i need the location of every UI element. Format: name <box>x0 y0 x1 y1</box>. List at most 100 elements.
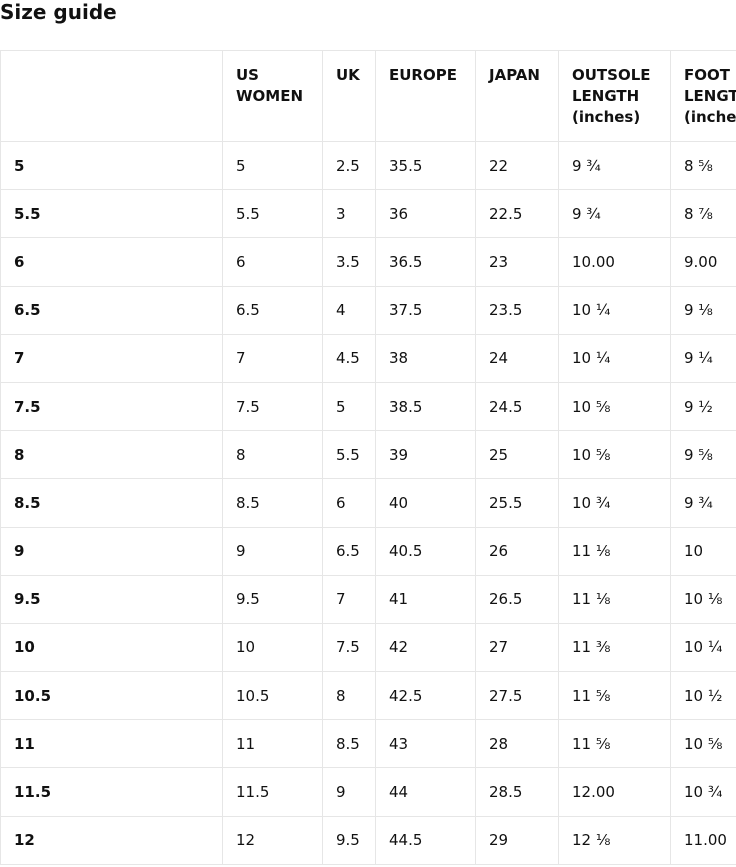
table-cell: 9 ¾ <box>670 478 736 528</box>
table-cell: 41 <box>375 574 476 624</box>
table-cell: 11 ⅝ <box>558 719 671 769</box>
table-cell: 40.5 <box>375 526 476 576</box>
table-cell: 9.5 <box>222 574 323 624</box>
table-cell: 25.5 <box>475 478 559 528</box>
table-cell: 7 <box>222 333 323 383</box>
table-cell: 27 <box>475 622 559 673</box>
table-row: 10 10 7.5 42 27 11 ⅜ 10 ¼ <box>0 622 736 673</box>
table-cell: 28 <box>475 719 559 769</box>
size-table: US WOMEN UK EUROPE JAPAN OUTSOLE LENGTH (inc… <box>0 50 736 865</box>
header-cell: EUROPE <box>375 50 476 142</box>
table-cell: 5 <box>222 140 323 191</box>
table-cell: 42.5 <box>375 671 476 721</box>
table-cell: 22 <box>475 140 559 191</box>
table-cell: 6 <box>222 237 323 287</box>
table-cell: 8 ⅝ <box>670 140 736 191</box>
table-cell: 10 ¼ <box>670 622 736 673</box>
table-cell: 10 ¾ <box>670 767 736 817</box>
table-cell: 12 <box>222 815 323 865</box>
row-label: 12 <box>0 815 223 865</box>
table-cell: 25 <box>475 430 559 480</box>
row-label: 5 <box>0 140 223 191</box>
table-cell: 4 <box>322 285 376 335</box>
row-label: 11 <box>0 719 223 769</box>
table-cell: 36 <box>375 189 476 239</box>
table-cell: 8 <box>222 430 323 480</box>
table-cell: 7 <box>322 574 376 624</box>
table-cell: 9.00 <box>670 237 736 287</box>
table-cell: 10 ¾ <box>558 478 671 528</box>
table-cell: 6 <box>322 478 376 528</box>
table-cell: 8 ⅞ <box>670 189 736 239</box>
row-label: 6.5 <box>0 285 223 335</box>
table-cell: 8 <box>322 671 376 721</box>
table-cell: 6.5 <box>222 285 323 335</box>
header-cell: US WOMEN <box>222 50 323 142</box>
table-cell: 3.5 <box>322 237 376 287</box>
table-cell: 11 ⅛ <box>558 574 671 624</box>
table-cell: 44 <box>375 767 476 817</box>
table-cell: 10 <box>670 526 736 576</box>
table-cell: 10 ¼ <box>558 285 671 335</box>
table-cell: 9 ⅛ <box>670 285 736 335</box>
table-cell: 10 ⅝ <box>670 719 736 769</box>
header-cell: FOOT LENGTH (inches) <box>670 50 736 142</box>
table-cell: 24 <box>475 333 559 383</box>
table-cell: 9 ⅝ <box>670 430 736 480</box>
table-row: 11 11 8.5 43 28 11 ⅝ 10 ⅝ <box>0 719 736 769</box>
table-cell: 7.5 <box>322 622 376 673</box>
table-cell: 11 ⅜ <box>558 622 671 673</box>
table-cell: 3 <box>322 189 376 239</box>
table-cell: 2.5 <box>322 140 376 191</box>
table-row: 6 6 3.5 36.5 23 10.00 9.00 <box>0 237 736 287</box>
table-cell: 12.00 <box>558 767 671 817</box>
row-label: 6 <box>0 237 223 287</box>
table-cell: 44.5 <box>375 815 476 865</box>
table-row: 10.5 10.5 8 42.5 27.5 11 ⅝ 10 ½ <box>0 671 736 721</box>
table-cell: 42 <box>375 622 476 673</box>
row-label: 7 <box>0 333 223 383</box>
table-row: 11.5 11.5 9 44 28.5 12.00 10 ¾ <box>0 767 736 817</box>
table-cell: 9.5 <box>322 815 376 865</box>
table-cell: 10 ⅝ <box>558 381 671 432</box>
row-label: 9.5 <box>0 574 223 624</box>
table-cell: 9 ¾ <box>558 140 671 191</box>
table-cell: 10 ½ <box>670 671 736 721</box>
table-cell: 12 ⅛ <box>558 815 671 865</box>
table-cell: 11 ⅛ <box>558 526 671 576</box>
table-cell: 10.5 <box>222 671 323 721</box>
table-row: 12 12 9.5 44.5 29 12 ⅛ 11.00 <box>0 815 736 865</box>
table-cell: 22.5 <box>475 189 559 239</box>
table-cell: 23 <box>475 237 559 287</box>
table-container: US WOMEN UK EUROPE JAPAN OUTSOLE LENGTH (inc… <box>0 50 736 865</box>
table-cell: 28.5 <box>475 767 559 817</box>
row-label: 11.5 <box>0 767 223 817</box>
row-label: 7.5 <box>0 381 223 432</box>
table-cell: 29 <box>475 815 559 865</box>
table-cell: 27.5 <box>475 671 559 721</box>
table-cell: 10.00 <box>558 237 671 287</box>
header-row: US WOMEN UK EUROPE JAPAN OUTSOLE LENGTH (inc… <box>0 50 736 142</box>
table-cell: 10 ¼ <box>558 333 671 383</box>
table-cell: 10 ⅝ <box>558 430 671 480</box>
table-cell: 35.5 <box>375 140 476 191</box>
table-cell: 9 ¾ <box>558 189 671 239</box>
table-cell: 11 <box>222 719 323 769</box>
table-cell: 37.5 <box>375 285 476 335</box>
header-cell: JAPAN <box>475 50 559 142</box>
table-row: 9 9 6.5 40.5 26 11 ⅛ 10 <box>0 526 736 576</box>
table-cell: 9 ¼ <box>670 333 736 383</box>
table-cell: 9 <box>322 767 376 817</box>
row-label: 5.5 <box>0 189 223 239</box>
table-cell: 7.5 <box>222 381 323 432</box>
table-cell: 36.5 <box>375 237 476 287</box>
table-cell: 40 <box>375 478 476 528</box>
table-cell: 24.5 <box>475 381 559 432</box>
table-cell: 11 ⅝ <box>558 671 671 721</box>
table-cell: 4.5 <box>322 333 376 383</box>
